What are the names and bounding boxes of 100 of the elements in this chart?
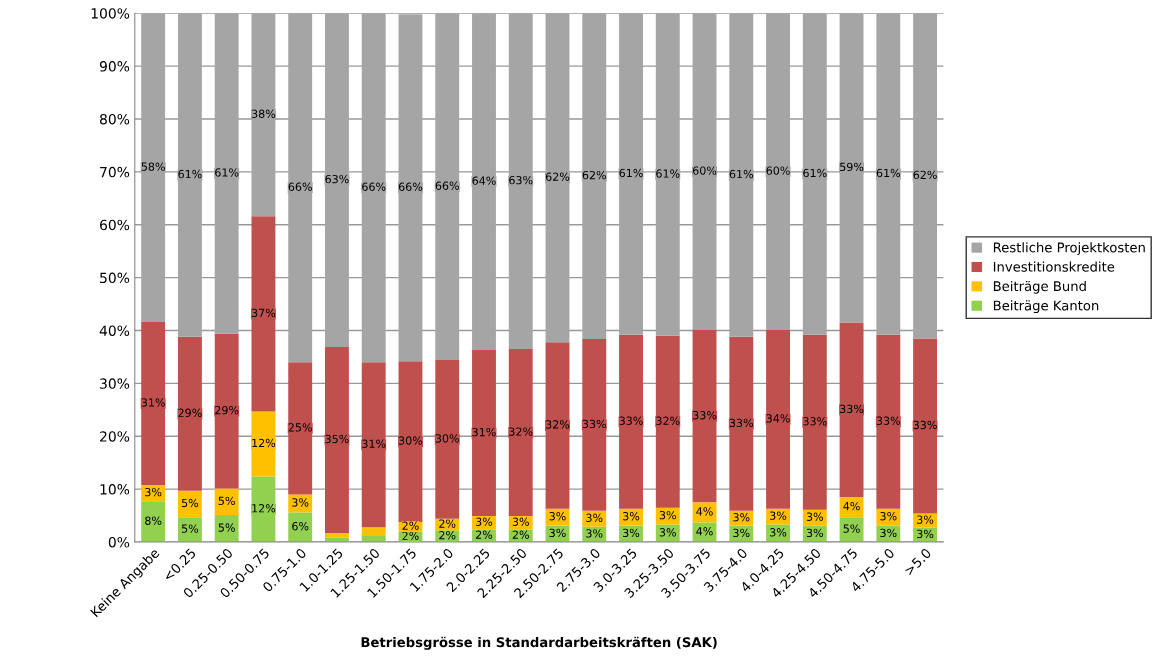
data-label: 12% [252, 504, 276, 513]
data-label: 3% [733, 513, 750, 522]
data-label: 33% [729, 418, 754, 428]
data-label: 3% [880, 528, 897, 538]
data-label: 2% [439, 531, 456, 540]
data-label: 31% [141, 398, 165, 407]
data-label: 3% [770, 511, 787, 520]
y-tick-label: 60% [100, 219, 130, 231]
data-label: 3% [586, 529, 603, 538]
data-label: 3% [512, 517, 529, 526]
data-label: 3% [880, 511, 897, 521]
data-label: 3% [659, 528, 676, 537]
y-tick-label: 70% [100, 166, 130, 178]
data-label: 30% [435, 434, 459, 443]
data-label: 61% [178, 169, 202, 179]
data-label: 4% [843, 501, 860, 511]
data-label: 66% [362, 182, 386, 191]
data-label: 33% [803, 417, 827, 426]
data-label: 33% [913, 420, 937, 430]
data-label: 3% [917, 529, 934, 539]
data-label: 3% [145, 487, 162, 497]
data-label: 4% [696, 507, 713, 516]
data-label: 64% [472, 176, 496, 185]
data-label: 3% [623, 511, 640, 521]
y-tick-label: 80% [99, 113, 130, 125]
y-tick-label: 30% [100, 378, 130, 389]
data-label: 3% [623, 528, 640, 538]
data-label: 5% [181, 524, 199, 533]
data-label: 62% [582, 170, 606, 180]
data-label: 25% [288, 423, 312, 432]
data-label: 5% [843, 524, 860, 533]
data-label: 6% [292, 522, 309, 531]
legend-label: Beiträge Kanton [993, 300, 1099, 314]
data-label: 3% [917, 515, 934, 524]
legend-label: Beiträge Bund [993, 280, 1086, 294]
data-label: 3% [770, 528, 787, 537]
data-label: 12% [252, 438, 276, 448]
data-label: 29% [215, 405, 239, 415]
data-label: 63% [509, 175, 533, 185]
data-label: 37% [251, 308, 276, 318]
data-label: 66% [398, 182, 423, 191]
data-label: 61% [876, 168, 901, 178]
data-label: 34% [766, 414, 790, 423]
data-label: 33% [840, 404, 864, 414]
data-label: 62% [545, 172, 570, 181]
data-label: 5% [218, 496, 235, 506]
data-label: 60% [766, 166, 790, 175]
data-label: 31% [362, 439, 386, 448]
legend-label: Restliche Projektkosten [993, 242, 1145, 255]
y-tick-label: 10% [100, 484, 130, 495]
data-label: 2% [402, 531, 419, 540]
data-label: 2% [402, 521, 419, 530]
data-label: 61% [803, 168, 827, 178]
data-label: 35% [325, 434, 349, 444]
data-label: 61% [656, 169, 680, 178]
data-label: 5% [218, 523, 235, 532]
data-label: 66% [288, 182, 312, 191]
data-label: 32% [546, 420, 570, 429]
data-label: 3% [549, 511, 566, 521]
data-label: 2% [512, 530, 529, 539]
data-label: 60% [692, 166, 717, 175]
data-label: 3% [659, 510, 676, 520]
data-label: 3% [806, 512, 824, 521]
y-tick-label: 90% [99, 61, 130, 72]
data-label: 31% [472, 427, 496, 437]
data-label: 59% [840, 162, 864, 172]
data-label: 3% [476, 517, 493, 526]
y-tick-label: 40% [99, 325, 130, 336]
data-label: 30% [398, 436, 423, 445]
y-tick-label: 20% [100, 431, 130, 442]
data-label: 58% [141, 162, 165, 171]
data-label: 32% [509, 427, 533, 436]
data-label: 63% [325, 174, 349, 184]
data-label: 66% [435, 181, 459, 190]
data-label: 8% [145, 516, 162, 525]
x-axis-title: Betriebsgrösse in Standardarbeitskräften (SAK) [361, 636, 717, 650]
data-label: 61% [619, 168, 643, 178]
data-label: 3% [733, 528, 750, 538]
data-label: 62% [913, 170, 937, 180]
y-tick-label: 0% [108, 536, 130, 548]
y-tick-label: 100% [91, 8, 130, 19]
data-label: 3% [292, 498, 309, 507]
data-label: 33% [876, 416, 901, 425]
data-label: 5% [181, 498, 199, 508]
data-label: 38% [251, 109, 276, 118]
y-tick-label: 50% [100, 272, 130, 284]
data-label: 3% [586, 513, 603, 522]
data-label: 33% [619, 416, 643, 425]
data-label: 4% [696, 527, 713, 536]
data-label: 3% [806, 528, 824, 538]
data-label: 2% [439, 519, 456, 528]
data-label: 32% [656, 416, 680, 425]
data-label: 29% [178, 408, 202, 418]
legend-label: Investitionskredite [993, 261, 1115, 272]
data-label: 33% [582, 419, 606, 429]
data-label: 3% [549, 528, 566, 538]
data-label: 33% [693, 410, 717, 420]
data-label: 61% [729, 169, 754, 179]
data-label: 2% [475, 530, 493, 539]
data-label: 61% [215, 168, 239, 177]
